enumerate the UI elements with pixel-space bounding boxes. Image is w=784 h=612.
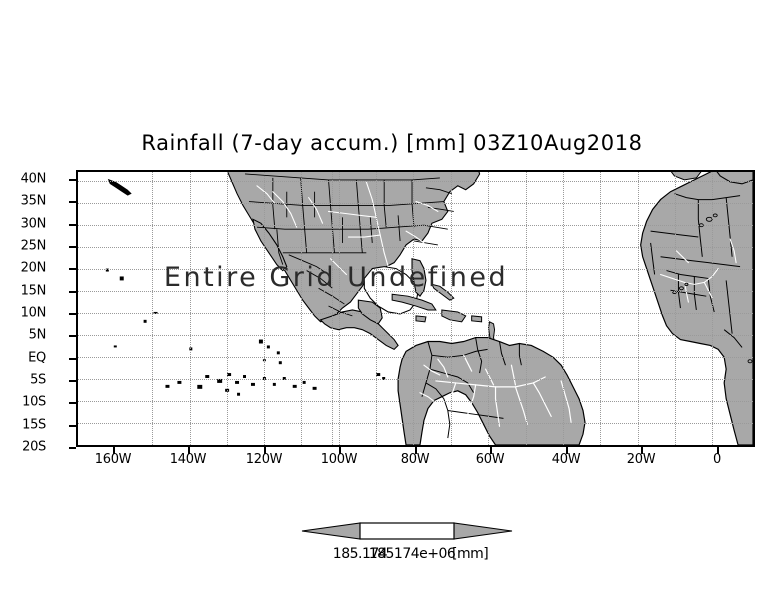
colorbar-graphic <box>301 522 513 540</box>
ytick-mark-5S <box>69 380 76 382</box>
ytick-label-25N: 25N <box>20 238 47 254</box>
page-title: Rainfall (7-day accum.) [mm] 03Z10Aug201… <box>141 131 643 155</box>
ytick-mark-10N <box>69 313 76 315</box>
ytick-mark-5N <box>69 335 76 337</box>
landmass-bahamas <box>430 283 455 301</box>
landmass-baja-california <box>252 218 288 272</box>
ytick-label-15N: 15N <box>20 283 47 299</box>
ytick-mark-30N <box>69 224 76 226</box>
xtick-label-60W: 60W <box>475 452 505 467</box>
xtick-label-140W: 140W <box>169 452 207 467</box>
colorbar-unit-label: [mm] <box>452 546 489 562</box>
ytick-mark-35N <box>69 201 76 203</box>
colorbar-left-arrow <box>301 522 361 540</box>
xtick-label-80W: 80W <box>400 452 430 467</box>
landmass-iberia-detail <box>670 172 702 181</box>
landmass-yucatan <box>357 299 383 325</box>
xtick-mark-20W <box>641 447 643 454</box>
ytick-mark-20N <box>69 268 76 270</box>
landmass-florida <box>411 258 427 298</box>
ytick-label-5S: 5S <box>30 372 46 388</box>
ytick-label-20N: 20N <box>20 260 47 276</box>
ytick-label-15S: 15S <box>22 417 46 433</box>
xtick-label-0: 0 <box>713 452 721 467</box>
ytick-label-40N: 40N <box>20 171 47 187</box>
colorbar-right-arrow <box>453 522 513 540</box>
xtick-mark-80W <box>415 447 417 454</box>
us-state-borders <box>244 173 454 265</box>
xtick-mark-60W <box>490 447 492 454</box>
xtick-label-120W: 120W <box>245 452 283 467</box>
ytick-label-5N: 5N <box>28 327 47 343</box>
xtick-label-100W: 100W <box>320 452 358 467</box>
xtick-label-40W: 40W <box>551 452 581 467</box>
colorbar-max-label: 185174e+06 <box>368 546 456 562</box>
ytick-mark-15N <box>69 291 76 293</box>
north-america-rivers <box>256 181 439 276</box>
colorbar-center-box <box>359 522 455 540</box>
xtick-label-160W: 160W <box>94 452 132 467</box>
landmass-africa <box>640 172 753 445</box>
xtick-mark-120W <box>264 447 266 454</box>
landmass-south-america <box>397 336 586 445</box>
ytick-label-35N: 35N <box>20 193 47 209</box>
xtick-mark-140W <box>188 447 190 454</box>
map-plot-area[interactable] <box>76 170 755 447</box>
ytick-mark-40N <box>69 179 76 181</box>
ytick-label-10S: 10S <box>22 394 46 410</box>
ytick-mark-15S <box>69 425 76 427</box>
ytick-label-20S: 20S <box>22 439 46 455</box>
ytick-mark-10S <box>69 402 76 404</box>
ytick-label-30N: 30N <box>20 216 47 232</box>
ytick-mark-EQ <box>69 358 76 360</box>
colorbar-min-label: 185.174 <box>332 546 388 562</box>
landmass-puerto-rico <box>471 315 483 323</box>
ytick-mark-20S <box>69 447 76 449</box>
galapagos-islands <box>376 373 386 380</box>
xtick-mark-160W <box>113 447 115 454</box>
landmass-jamaica <box>415 315 427 323</box>
xtick-label-20W: 20W <box>626 452 656 467</box>
world-map-graphic <box>78 172 753 445</box>
ytick-label-10N: 10N <box>20 305 47 321</box>
ytick-mark-25N <box>69 246 76 248</box>
colorbar[interactable] <box>300 518 514 544</box>
xtick-mark-100W <box>339 447 341 454</box>
xtick-mark-0 <box>717 447 719 454</box>
ytick-label-EQ: EQ <box>28 350 46 366</box>
xtick-mark-40W <box>566 447 568 454</box>
